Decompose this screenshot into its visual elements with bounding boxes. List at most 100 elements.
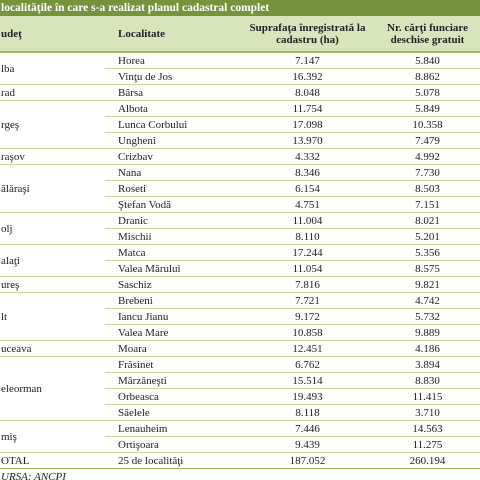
county-cell: lt [0, 292, 105, 341]
header-row: udeţ Localitate Suprafaţa înregistrată l… [0, 16, 480, 53]
total-row: OTAL 25 de localităţi 187.052 260.194 [0, 452, 480, 469]
table-row: eleorman Frăsinet 6.762 3.894 [0, 356, 480, 421]
locality-cell: Lenauheim [105, 420, 240, 437]
area-cell: 4.332 [240, 148, 375, 165]
locality-cell: Mârzăneşti [105, 372, 240, 389]
county-cell: rad [0, 84, 105, 101]
area-cell: 7.147 [240, 52, 375, 69]
total-cell: 25 de localităţi [105, 452, 240, 469]
table-row: Valea Mărului 11.054 8.575 [0, 260, 480, 277]
locality-cell: Orbeasca [105, 388, 240, 405]
locality-cell: Frăsinet [105, 356, 240, 373]
county-cell: uceava [0, 340, 105, 357]
county-cell: rgeş [0, 100, 105, 149]
county-cell: ureş [0, 276, 105, 293]
table-row: olj Dranic 11.004 8.021 [0, 212, 480, 245]
locality-cell: Săelele [105, 404, 240, 421]
locality-cell: Horea [105, 52, 240, 69]
books-cell: 3.710 [375, 404, 480, 421]
total-cell: 260.194 [375, 452, 480, 469]
area-cell: 17.244 [240, 244, 375, 261]
table-row: Ortişoara 9.439 11.275 [0, 436, 480, 453]
locality-cell: Mischii [105, 228, 240, 245]
area-cell: 11.004 [240, 212, 375, 229]
area-cell: 19.493 [240, 388, 375, 405]
total-cell: OTAL [0, 452, 105, 469]
area-cell: 9.439 [240, 436, 375, 453]
table-row: Roseti 6.154 8.503 [0, 180, 480, 197]
table-row: rgeş Albota 11.754 5.849 [0, 100, 480, 149]
table-row: Ungheni 13.970 7.479 [0, 132, 480, 149]
area-cell: 9.172 [240, 308, 375, 325]
area-cell: 8.110 [240, 228, 375, 245]
table: udeţ Localitate Suprafaţa înregistrată l… [0, 16, 480, 469]
books-cell: 5.201 [375, 228, 480, 245]
table-row: Vinţu de Jos 16.392 8.862 [0, 68, 480, 85]
area-cell: 7.721 [240, 292, 375, 309]
table-body: lba Horea 7.147 5.840 Vinţu de Jos 16.392 8.86… [0, 52, 480, 469]
locality-cell: Roseti [105, 180, 240, 197]
books-cell: 5.732 [375, 308, 480, 325]
books-cell: 8.575 [375, 260, 480, 277]
table-row: ălăraşi Nana 8.346 7.730 [0, 164, 480, 213]
header-cell: Nr. cărţi funciare deschise gratuit [375, 16, 480, 53]
area-cell: 15.514 [240, 372, 375, 389]
locality-cell: Nana [105, 164, 240, 181]
locality-cell: Bârsa [105, 84, 240, 101]
books-cell: 5.078 [375, 84, 480, 101]
books-cell: 9.889 [375, 324, 480, 341]
area-cell: 6.154 [240, 180, 375, 197]
table-row: ureş Saschiz 7.816 9.821 [0, 276, 480, 293]
books-cell: 4.992 [375, 148, 480, 165]
area-cell: 16.392 [240, 68, 375, 85]
area-cell: 17.098 [240, 116, 375, 133]
locality-cell: Saschiz [105, 276, 240, 293]
books-cell: 4.186 [375, 340, 480, 357]
locality-cell: Albota [105, 100, 240, 117]
county-cell: miş [0, 420, 105, 453]
books-cell: 3.894 [375, 356, 480, 373]
books-cell: 8.862 [375, 68, 480, 85]
locality-cell: Ungheni [105, 132, 240, 149]
locality-cell: Lunca Corbului [105, 116, 240, 133]
books-cell: 11.415 [375, 388, 480, 405]
books-cell: 8.503 [375, 180, 480, 197]
table-row: uceava Moara 12.451 4.186 [0, 340, 480, 357]
table-header: udeţ Localitate Suprafaţa înregistrată l… [0, 16, 480, 53]
books-cell: 5.356 [375, 244, 480, 261]
table-row: lt Brebeni 7.721 4.742 [0, 292, 480, 341]
table-row: raşov Crizbav 4.332 4.992 [0, 148, 480, 165]
header-cell: Suprafaţa înregistrată la cadastru (ha) [240, 16, 375, 53]
area-cell: 8.346 [240, 164, 375, 181]
county-cell: eleorman [0, 356, 105, 421]
area-cell: 8.048 [240, 84, 375, 101]
total-cell: 187.052 [240, 452, 375, 469]
county-cell: lba [0, 52, 105, 85]
area-cell: 7.446 [240, 420, 375, 437]
books-cell: 4.742 [375, 292, 480, 309]
books-cell: 11.275 [375, 436, 480, 453]
locality-cell: Moara [105, 340, 240, 357]
books-cell: 9.821 [375, 276, 480, 293]
table-row: Mischii 8.110 5.201 [0, 228, 480, 245]
books-cell: 8.021 [375, 212, 480, 229]
table-row: Valea Mare 10.858 9.889 [0, 324, 480, 341]
locality-cell: Iancu Jianu [105, 308, 240, 325]
header-cell: Localitate [105, 16, 240, 53]
table-row: Ştefan Vodă 4.751 7.151 [0, 196, 480, 213]
table-row: rad Bârsa 8.048 5.078 [0, 84, 480, 101]
locality-cell: Valea Mare [105, 324, 240, 341]
locality-cell: Brebeni [105, 292, 240, 309]
county-cell: olj [0, 212, 105, 245]
county-cell: alaţi [0, 244, 105, 277]
county-cell: raşov [0, 148, 105, 165]
table-row: Săelele 8.118 3.710 [0, 404, 480, 421]
books-cell: 5.840 [375, 52, 480, 69]
table-row: Orbeasca 19.493 11.415 [0, 388, 480, 405]
table-row: Iancu Jianu 9.172 5.732 [0, 308, 480, 325]
area-cell: 10.858 [240, 324, 375, 341]
area-cell: 8.118 [240, 404, 375, 421]
area-cell: 11.754 [240, 100, 375, 117]
table-row: Mârzăneşti 15.514 8.830 [0, 372, 480, 389]
